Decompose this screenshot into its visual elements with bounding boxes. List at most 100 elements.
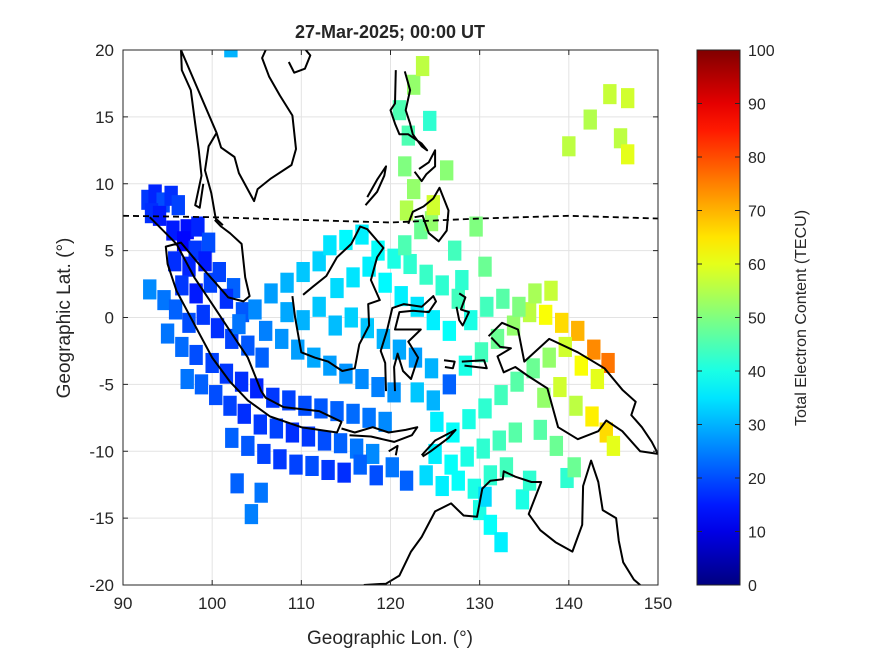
tec-cell [430,411,444,432]
tec-cell [314,398,328,419]
colorbar-tick-label: 60 [748,257,766,274]
tec-cell [339,363,353,384]
tec-cell [424,211,439,232]
tec-cell [526,358,540,379]
colorbar-tick-label: 80 [748,150,766,167]
tec-cell [209,385,223,406]
tec-cell [571,320,585,341]
tec-cell [328,315,342,336]
tec-cell [448,240,462,261]
tec-cell [346,403,360,424]
tec-cell [244,504,259,525]
y-tick-label: 15 [95,108,114,127]
colorbar-tick-label: 90 [748,97,766,114]
tec-cell [435,475,449,497]
tec-cell [321,459,335,481]
tec-cell [424,358,439,379]
tec-cell [606,435,621,456]
tec-cell [362,407,376,428]
tec-cell [275,328,289,349]
coastline-palawan [364,165,387,206]
tec-cell [257,443,271,464]
tec-cell [537,387,551,408]
tec-cell [258,320,273,341]
tec-cell [399,470,414,491]
y-axis-label: Geographic Lat. (°) [54,238,75,399]
tec-cell [490,328,505,349]
tec-cell [385,457,399,478]
tec-cell [428,443,442,464]
tec-cell [171,195,185,216]
coastline-halmahera [455,292,470,327]
tec-cell [444,454,458,475]
coastline-indochina [180,50,297,209]
tec-cell [480,296,494,317]
colorbar-label: Total Electron Content (TECU) [793,210,810,426]
tec-cell [269,418,284,439]
tec-cell [620,88,635,109]
tec-cell [460,446,474,467]
tec-cell [255,347,269,368]
tec-cell [387,382,401,403]
tec-cell [330,401,344,422]
tec-cell [406,179,421,200]
tec-cell [508,422,523,443]
tec-cell [476,438,490,459]
coastline-hainan [287,50,312,74]
tec-cell [439,160,454,181]
tec-cell [542,347,556,368]
y-tick-label: 10 [95,175,114,194]
tec-cell [533,419,547,440]
y-tick-label: 0 [105,309,114,328]
tec-cell [574,355,589,376]
tec-cell [346,267,360,288]
tec-cell [398,235,412,256]
tec-cell [224,50,238,58]
tec-cell [250,378,264,399]
tec-cell [435,275,449,296]
tec-cell [469,216,483,237]
coastline-borneo [291,225,385,372]
tec-cell [451,470,465,491]
y-tick-label: -10 [89,442,114,461]
tec-cell [512,296,526,317]
tec-cell [419,465,433,486]
y-tick-label: -15 [89,509,114,528]
tec-cell [562,136,576,157]
tec-cell [455,270,469,291]
tec-cell [555,312,569,333]
tec-cell [415,56,430,77]
tec-cell [365,443,380,464]
tec-cell [567,457,581,478]
tec-cell [426,390,440,411]
tec-cell [237,403,251,424]
tec-cell [349,438,364,459]
tec-cell [143,279,157,300]
tec-cell [191,216,205,237]
tec-cell [205,352,219,374]
tec-cell [392,339,407,360]
tec-cell [451,288,465,309]
coastline-sumatra-malay [149,216,343,434]
tec-cell [462,409,476,430]
tec-cell [225,427,239,448]
tec-cell [194,374,209,395]
colorbar-tick-label: 30 [748,418,766,435]
y-tick-label: 5 [105,242,114,261]
tec-cell [152,205,167,226]
tec-cell [280,272,294,293]
tec-cell [506,315,521,336]
tec-cell [515,489,530,510]
tec-cell [583,109,597,130]
coastline-visayas [413,149,437,183]
tec-cell [587,339,601,360]
tec-cell [371,377,385,398]
tec-cell [219,363,234,384]
tec-cell [378,411,392,432]
tec-cell [510,371,524,392]
y-tick-label: -20 [89,576,114,595]
tec-cell [312,296,326,317]
tec-cell [603,84,617,105]
tec-cell [442,374,457,395]
tec-cell [175,336,189,357]
